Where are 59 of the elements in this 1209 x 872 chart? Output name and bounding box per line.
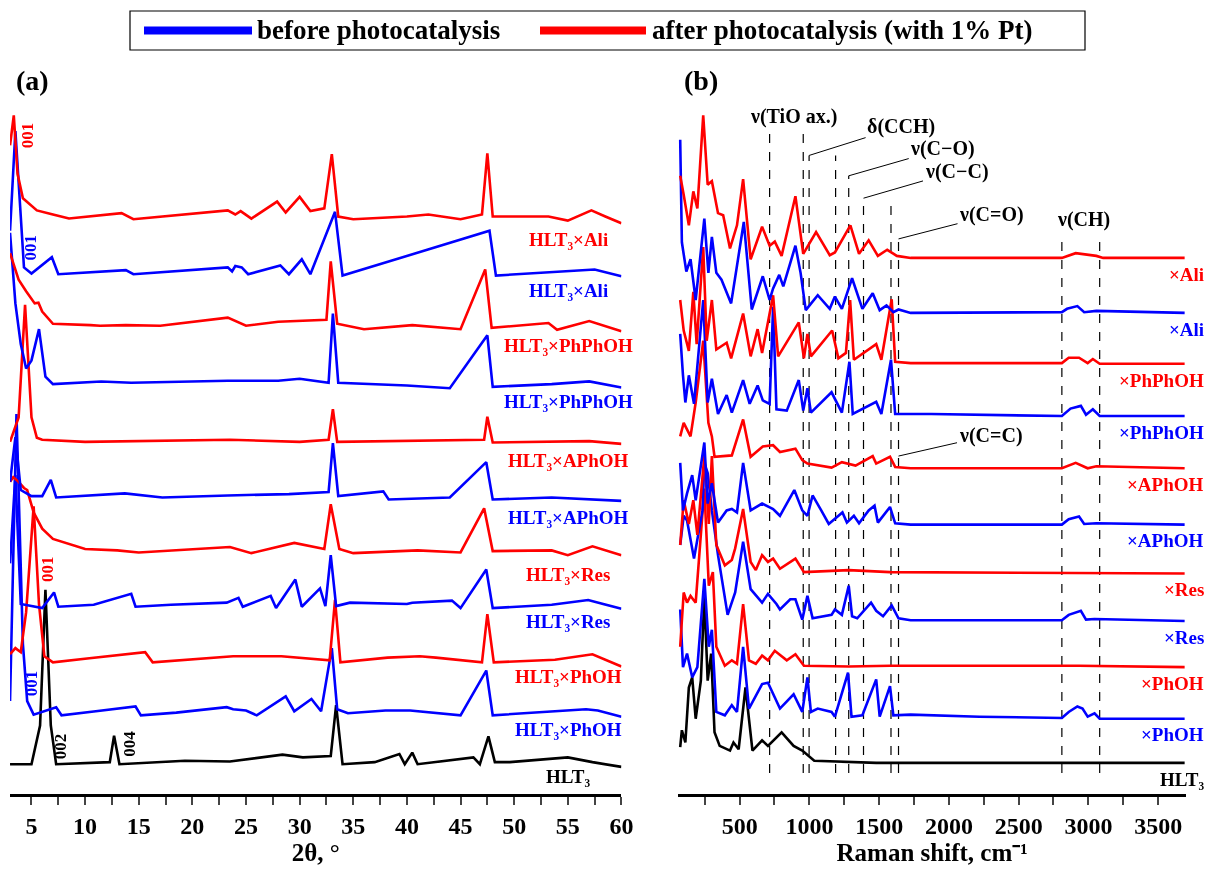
x-tick-label: 35: [341, 812, 366, 839]
series-label: HLT₃×PhPhOH: [504, 391, 634, 412]
annotation: δ(CCH): [867, 115, 936, 138]
x-tick-label: 20: [180, 812, 205, 839]
annotation: 002: [51, 733, 71, 760]
x-tick-label: 5: [25, 812, 38, 839]
series-label: HLT₃: [1160, 769, 1205, 790]
annotation: 004: [120, 730, 140, 757]
x-tick-label: 500: [721, 812, 758, 839]
x-tick-label: 45: [448, 812, 473, 839]
x-tick-label: 25: [234, 812, 259, 839]
annotation: ν(CH): [1057, 208, 1111, 231]
series-label: ×PhPhOH: [1119, 370, 1204, 391]
text: (b): [684, 65, 719, 96]
series-label: ×PhOH: [1141, 724, 1204, 745]
x-tick-label: 1000: [785, 812, 834, 839]
x-axis-title: 2θ, °: [291, 838, 340, 866]
x-axis-title: Raman shift, cm⁻¹: [836, 838, 1028, 866]
series-label: HLT₃×Res: [526, 611, 611, 632]
x-tick-label: 2000: [924, 812, 973, 839]
x-tick-label: 60: [609, 812, 634, 839]
series-label: ×APhOH: [1127, 474, 1204, 495]
x-tick-label: 15: [126, 812, 151, 839]
annotation: ν(C=O): [959, 203, 1024, 226]
series-label: ×Res: [1164, 579, 1205, 600]
series-label: HLT₃×PhOH: [515, 666, 622, 687]
annotation: 001: [18, 122, 38, 149]
series-label: HLT₃×Res: [526, 564, 611, 585]
annotation: ν(C−C): [925, 160, 989, 183]
series-label: HLT₃×PhOH: [515, 719, 622, 740]
series-label: ×Ali: [1169, 264, 1205, 285]
series-label: ×Res: [1164, 627, 1205, 648]
series-label: HLT₃×PhPhOH: [504, 335, 634, 356]
series-label: HLT₃×APhOH: [508, 507, 629, 528]
x-tick-label: 30: [287, 812, 312, 839]
annotation: ν(C−O): [910, 137, 975, 160]
series-label: ×Ali: [1169, 319, 1205, 340]
x-tick-label: 10: [73, 812, 98, 839]
series-label: HLT₃: [546, 766, 591, 787]
annotation: 001: [38, 556, 58, 582]
annotation: ν(C=C): [959, 424, 1023, 447]
text: before photocatalysis: [257, 15, 501, 45]
x-tick-label: 3000: [1064, 812, 1113, 839]
x-tick-label: 1500: [855, 812, 904, 839]
series-label: ×PhOH: [1141, 673, 1204, 694]
x-tick-label: 3500: [1134, 812, 1183, 839]
series-label: HLT₃×Ali: [529, 229, 609, 250]
text: (a): [16, 65, 49, 96]
x-tick-label: 55: [555, 812, 580, 839]
text: after photocatalysis (with 1% Pt): [652, 15, 1033, 45]
x-tick-label: 40: [394, 812, 419, 839]
annotation: ν(TiO ax.): [750, 105, 838, 128]
series-label: HLT₃×APhOH: [508, 450, 629, 471]
series-label: ×PhPhOH: [1119, 422, 1204, 443]
x-tick-label: 50: [502, 812, 527, 839]
series-label: HLT₃×Ali: [529, 280, 609, 301]
annotation: 001: [20, 234, 40, 261]
x-tick-label: 2500: [994, 812, 1043, 839]
series-label: ×APhOH: [1127, 530, 1204, 551]
